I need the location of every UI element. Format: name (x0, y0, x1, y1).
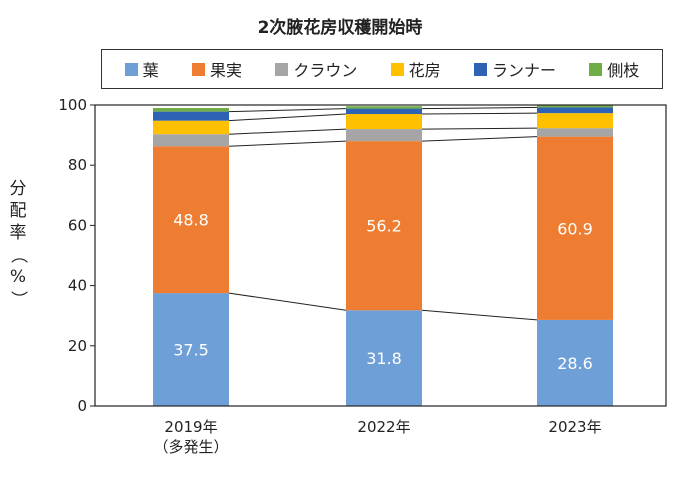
bar-segment (153, 108, 229, 112)
legend-label: 花房 (408, 61, 441, 80)
legend-item: 側枝 (589, 57, 639, 81)
plot-frame (94, 104, 667, 407)
data-label: 60.9 (557, 219, 593, 238)
data-label: 48.8 (173, 211, 209, 230)
bar-segment (346, 141, 422, 311)
legend-swatch (124, 62, 138, 76)
y-axis-label: 分配率（%） (8, 179, 28, 308)
bar-segment (346, 129, 422, 142)
connector-line (228, 140, 347, 147)
legend-label: 側枝 (607, 61, 640, 80)
y-tick-label: 40 (68, 277, 87, 295)
bar-segment (346, 310, 422, 406)
data-label: 37.5 (173, 341, 209, 360)
legend-item: クラウン (275, 57, 357, 81)
legend-label: 果実 (209, 61, 242, 80)
legend-swatch (473, 62, 487, 76)
legend-swatch (191, 62, 205, 76)
y-tick-label: 60 (68, 216, 87, 234)
connector-line (421, 106, 538, 110)
legend: 葉 果実 クラウン 花房 ランナー 側枝 (101, 49, 663, 89)
legend-label: クラウン (293, 61, 358, 80)
chart-title: 2次腋花房収穫開始時 (257, 18, 423, 38)
bar-segment (153, 120, 229, 135)
x-tick-label: 2022年 (357, 418, 410, 436)
legend-swatch (589, 62, 603, 76)
connector-line (228, 108, 347, 113)
x-tick-label: 2019年 (164, 418, 217, 436)
x-tick-label: 2023年 (548, 418, 601, 436)
legend-item: 果実 (191, 57, 242, 81)
legend-item: 花房 (390, 57, 441, 81)
bar-segment (153, 293, 229, 406)
bar-segment (346, 106, 422, 109)
legend-item: ランナー (473, 57, 556, 81)
bar-segment (537, 105, 613, 108)
legend-item: 葉 (124, 57, 159, 81)
bar-segment (153, 146, 229, 294)
connector-line (228, 128, 347, 135)
data-label: 28.6 (557, 354, 593, 373)
bar-segment (153, 111, 229, 121)
legend-swatch (275, 62, 289, 76)
bar-segment (537, 113, 613, 129)
bar-segment (346, 108, 422, 115)
y-tick-label: 80 (68, 156, 87, 174)
connector-line (421, 112, 538, 115)
connector-line (421, 309, 538, 321)
bar-segment (537, 128, 613, 137)
connector-line (228, 113, 347, 122)
bar-segment (153, 134, 229, 147)
y-tick-label: 20 (68, 337, 87, 355)
connector-line (421, 136, 538, 142)
y-tick-label: 0 (77, 397, 87, 415)
y-tick-label: 100 (58, 96, 87, 114)
legend-label: ランナー (491, 61, 556, 80)
connector-line (421, 127, 538, 130)
bar-segment (537, 107, 613, 114)
bar-segment (537, 319, 613, 406)
data-label: 56.2 (366, 217, 402, 236)
bar-segment (537, 136, 613, 320)
bar-segment (346, 114, 422, 130)
legend-swatch (390, 62, 404, 76)
legend-label: 葉 (142, 61, 159, 80)
data-label: 31.8 (366, 349, 402, 368)
x-tick-label: （多発生） (153, 438, 228, 456)
connector-line (228, 292, 347, 311)
